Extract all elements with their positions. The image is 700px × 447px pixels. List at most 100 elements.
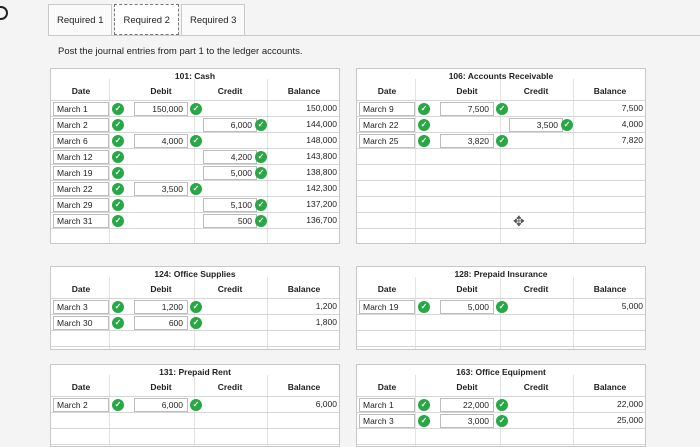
column-divider (573, 79, 574, 243)
row-divider (357, 148, 645, 149)
date-field[interactable]: March 2 (53, 398, 109, 412)
account-title: 101: Cash (174, 71, 216, 81)
row-divider (51, 346, 339, 347)
row-divider (357, 228, 645, 229)
check-circle-icon: ✓ (561, 119, 573, 131)
debit-field[interactable]: 1,200 (134, 300, 188, 314)
row-divider (51, 228, 339, 229)
date-field[interactable]: March 1 (53, 102, 109, 116)
date-field[interactable]: March 3 (359, 414, 415, 428)
row-divider (357, 346, 645, 347)
date-field[interactable]: March 6 (53, 134, 109, 148)
debit-field[interactable]: 7,500 (440, 102, 494, 116)
column-divider (267, 79, 268, 243)
column-divider (109, 277, 110, 349)
ledger-row: March 6 ✓ 4,000 ✓ 148,000 (51, 133, 339, 149)
ledger-office-equipment: 163: Office Equipment Date Debit Credit Bala… (356, 364, 646, 447)
date-field[interactable]: March 22 (359, 118, 415, 132)
credit-field[interactable]: 6,000 (203, 118, 257, 132)
header-balance: Balance (593, 284, 627, 294)
check-circle-icon: ✓ (112, 135, 124, 147)
check-circle-icon: ✓ (112, 119, 124, 131)
date-field[interactable]: March 1 (359, 398, 415, 412)
account-title: 128: Prepaid Insurance (454, 269, 548, 279)
row-divider (357, 428, 645, 429)
debit-field[interactable]: 150,000 (134, 102, 188, 116)
check-circle-icon: ✓ (112, 183, 124, 195)
ledger-prepaid-insurance: 128: Prepaid Insurance Date Debit Credit Bal… (356, 266, 646, 350)
header-credit: Credit (523, 86, 549, 96)
column-divider (500, 277, 501, 349)
header-credit: Credit (217, 382, 243, 392)
header-credit: Credit (217, 86, 243, 96)
balance-value: 137,200 (306, 199, 337, 209)
ledger-row: March 1 ✓ 22,000 ✓ 22,000 (357, 397, 645, 413)
debit-field[interactable]: 600 (134, 316, 188, 330)
check-circle-icon: ✓ (112, 167, 124, 179)
row-divider (357, 196, 645, 197)
date-field[interactable]: March 19 (53, 166, 109, 180)
check-circle-icon: ✓ (255, 151, 267, 163)
debit-field[interactable]: 3,000 (440, 414, 494, 428)
row-divider (51, 412, 339, 413)
date-field[interactable]: March 9 (359, 102, 415, 116)
date-field[interactable]: March 2 (53, 118, 109, 132)
row-divider (51, 330, 339, 331)
row-divider (51, 314, 339, 315)
header-divider (51, 396, 339, 397)
balance-value: 25,000 (617, 415, 643, 425)
account-title: 163: Office Equipment (456, 367, 546, 377)
balance-value: 138,800 (306, 167, 337, 177)
row-divider (357, 330, 645, 331)
header-divider (357, 100, 645, 101)
header-debit: Debit (456, 382, 478, 392)
check-circle-icon: ✓ (255, 167, 267, 179)
header-date: Date (71, 86, 91, 96)
column-divider (415, 277, 416, 349)
debit-field[interactable]: 6,000 (134, 398, 188, 412)
ledger-row: March 29 ✓ 5,100 ✓ 137,200 (51, 197, 339, 213)
balance-value: 148,000 (306, 135, 337, 145)
check-circle-icon: ✓ (496, 135, 508, 147)
header-divider (51, 298, 339, 299)
column-divider (109, 79, 110, 243)
credit-field[interactable]: 4,200 (203, 150, 257, 164)
column-divider (415, 375, 416, 446)
column-divider (194, 79, 195, 243)
date-field[interactable]: March 30 (53, 316, 109, 330)
ledger-row: March 3 ✓ 1,200 ✓ 1,200 (51, 299, 339, 315)
column-divider (573, 277, 574, 349)
date-field[interactable]: March 31 (53, 214, 109, 228)
tab-required-2[interactable]: Required 2 (114, 4, 179, 35)
date-field[interactable]: March 3 (53, 300, 109, 314)
ledger-row: March 1 ✓ 150,000 ✓ 150,000 (51, 101, 339, 117)
check-circle-icon: ✓ (418, 103, 430, 115)
date-field[interactable]: March 12 (53, 150, 109, 164)
date-field[interactable]: March 19 (359, 300, 415, 314)
header-balance: Balance (287, 86, 321, 96)
debit-field[interactable]: 3,500 (134, 182, 188, 196)
debit-field[interactable]: 22,000 (440, 398, 494, 412)
date-field[interactable]: March 25 (359, 134, 415, 148)
tab-required-1[interactable]: Required 1 (48, 4, 113, 35)
credit-field[interactable]: 5,100 (203, 198, 257, 212)
check-circle-icon: ✓ (190, 301, 202, 313)
check-circle-icon: ✓ (112, 215, 124, 227)
date-field[interactable]: March 22 (53, 182, 109, 196)
tab-required-3[interactable]: Required 3 (180, 4, 246, 35)
check-circle-icon: ✓ (112, 317, 124, 329)
credit-field[interactable]: 5,000 (203, 166, 257, 180)
date-field[interactable]: March 29 (53, 198, 109, 212)
debit-field[interactable]: 4,000 (134, 134, 188, 148)
header-credit: Credit (217, 284, 243, 294)
credit-field[interactable]: 3,500 (509, 118, 563, 132)
debit-field[interactable]: 5,000 (440, 300, 494, 314)
header-balance: Balance (593, 86, 627, 96)
balance-value: 7,820 (621, 135, 643, 145)
check-circle-icon: ✓ (418, 415, 430, 427)
check-circle-icon: ✓ (255, 199, 267, 211)
check-circle-icon: ✓ (112, 199, 124, 211)
credit-field[interactable]: 500 (203, 214, 257, 228)
debit-field[interactable]: 3,820 (440, 134, 494, 148)
account-title: 106: Accounts Receivable (448, 71, 554, 81)
